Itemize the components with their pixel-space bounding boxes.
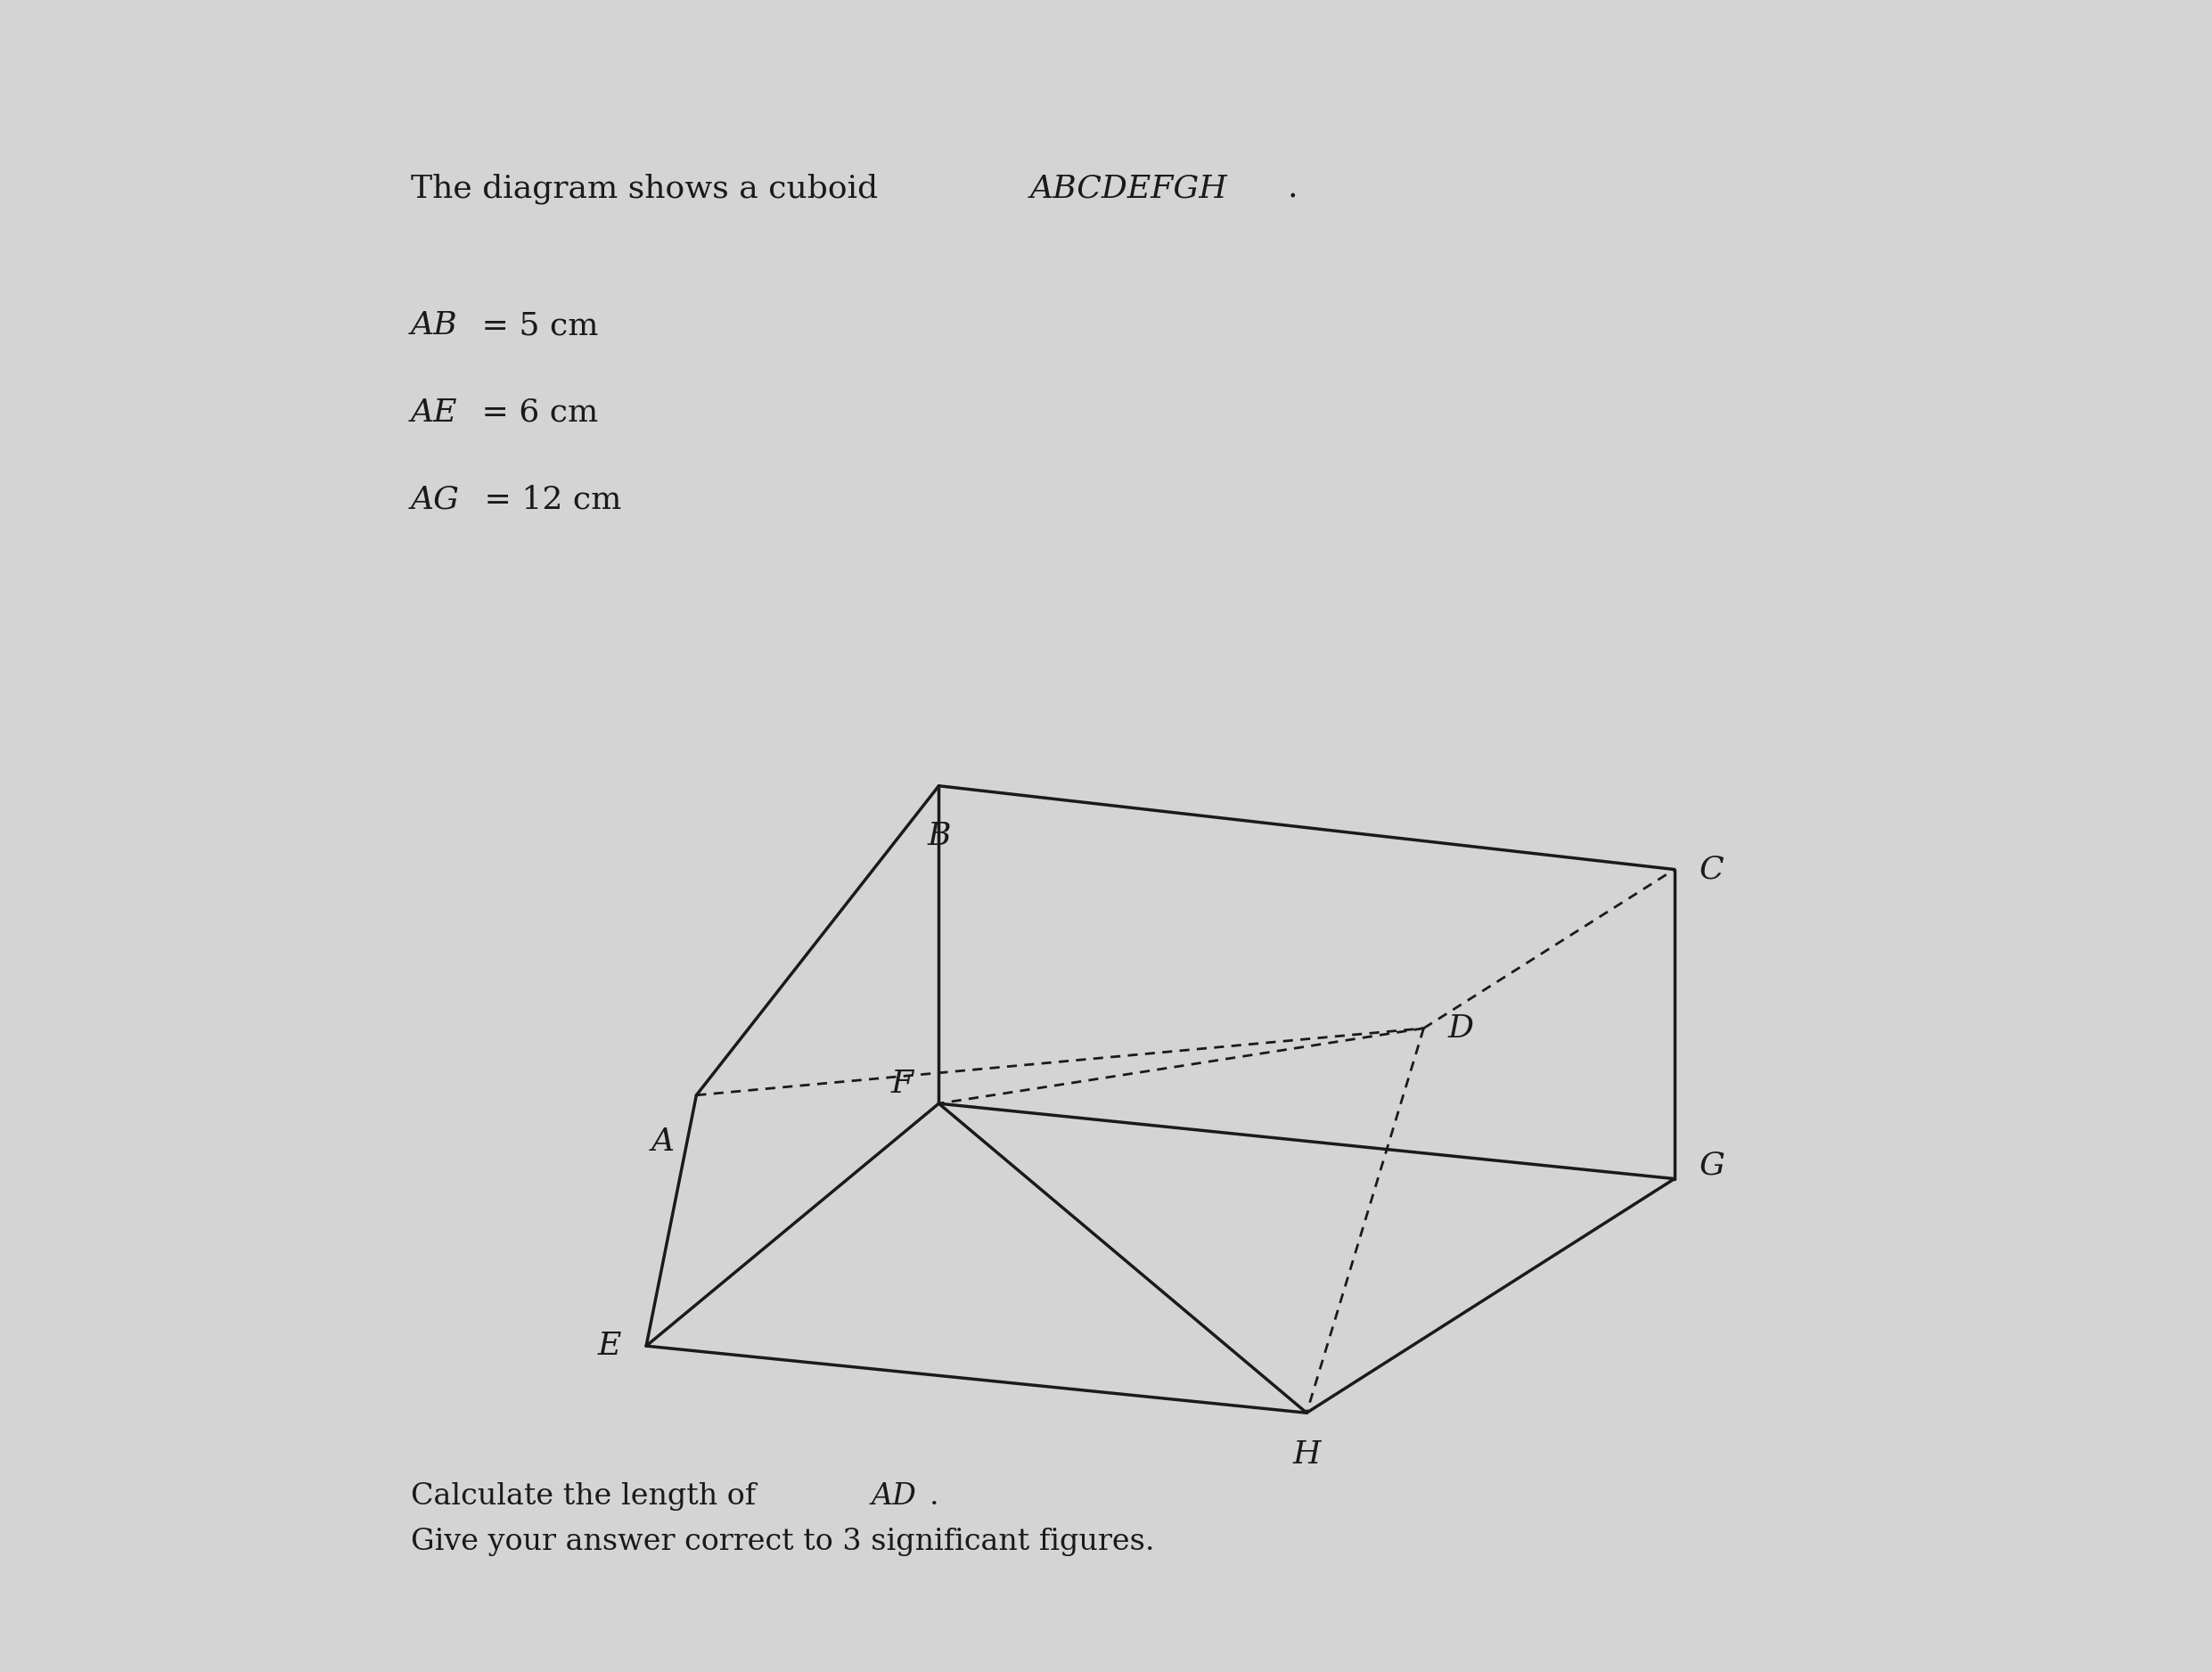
Text: The diagram shows a cuboid: The diagram shows a cuboid <box>411 174 887 204</box>
Text: = 5 cm: = 5 cm <box>471 311 599 341</box>
Text: AD: AD <box>872 1483 916 1511</box>
Text: G: G <box>1699 1150 1723 1180</box>
Text: C: C <box>1699 854 1723 884</box>
Text: D: D <box>1447 1013 1473 1043</box>
Text: .: . <box>1287 174 1296 204</box>
Text: AB: AB <box>411 311 458 341</box>
Text: AG: AG <box>411 485 460 515</box>
Text: = 12 cm: = 12 cm <box>473 485 622 515</box>
Text: Calculate the length of: Calculate the length of <box>411 1483 765 1511</box>
Text: AE: AE <box>411 398 458 428</box>
Text: Give your answer correct to 3 significant figures.: Give your answer correct to 3 significan… <box>411 1528 1155 1557</box>
Text: ABCDEFGH: ABCDEFGH <box>1031 174 1228 204</box>
Text: H: H <box>1292 1440 1321 1470</box>
Text: A: A <box>650 1127 675 1157</box>
Text: E: E <box>597 1331 622 1361</box>
Text: B: B <box>927 821 951 851</box>
Text: = 6 cm: = 6 cm <box>471 398 597 428</box>
Text: F: F <box>891 1068 914 1099</box>
Text: .: . <box>929 1483 940 1511</box>
